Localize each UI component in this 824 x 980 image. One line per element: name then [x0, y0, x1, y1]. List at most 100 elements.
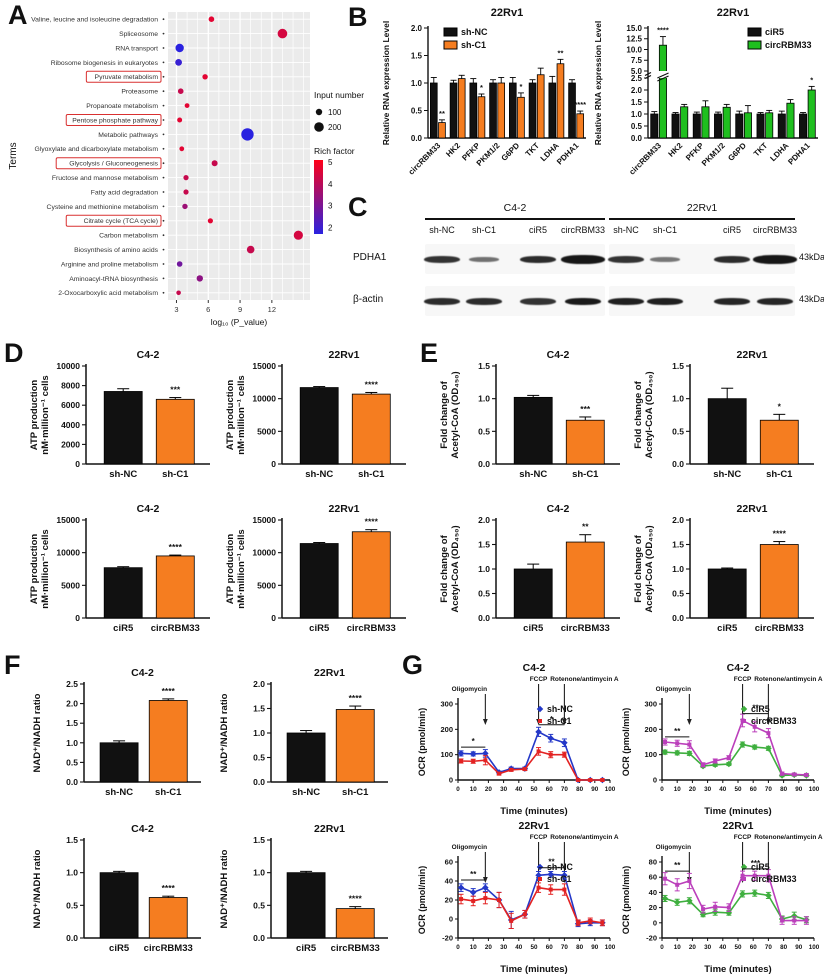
svg-text:Pentose phosphate pathway: Pentose phosphate pathway [72, 117, 158, 124]
svg-text:OCR (pmol/min): OCR (pmol/min) [417, 866, 427, 935]
svg-text:10000: 10000 [252, 394, 276, 404]
svg-text:5000: 5000 [257, 426, 276, 436]
lane-label: ciR5 [528, 225, 547, 235]
svg-text:100: 100 [809, 786, 820, 793]
svg-text:2.5: 2.5 [631, 74, 643, 83]
svg-text:0: 0 [653, 918, 657, 927]
protein-band [469, 256, 499, 262]
svg-text:ciR5: ciR5 [765, 27, 784, 37]
svg-text:ATP production: ATP production [225, 534, 236, 605]
svg-text:100: 100 [440, 750, 453, 759]
svg-text:100: 100 [605, 944, 616, 951]
svg-text:C4-2: C4-2 [131, 823, 154, 835]
panel-label-d: D [4, 338, 24, 368]
lane-label: ciR5 [722, 225, 741, 235]
kegg-bubble-chart: Valine, leucine and isoleucine degradati… [8, 12, 364, 327]
svg-text:60: 60 [546, 786, 554, 793]
svg-text:sh-C1: sh-C1 [461, 40, 486, 50]
svg-text:ATP production: ATP production [29, 534, 40, 605]
atp-bar-chart-22rv1-knockdown: 22Rv1 ATP production nM·million⁻¹ cells 0 50… [225, 349, 406, 480]
protein-band [647, 297, 683, 305]
svg-text:circRBM33: circRBM33 [407, 141, 443, 177]
svg-text:22Rv1: 22Rv1 [717, 7, 749, 19]
svg-text:80: 80 [649, 858, 657, 867]
svg-text:*: * [810, 75, 813, 84]
svg-text:****: **** [365, 379, 379, 389]
svg-text:30: 30 [500, 944, 508, 951]
svg-text:10000: 10000 [56, 548, 80, 558]
svg-text:NAD⁺/NADH ratio: NAD⁺/NADH ratio [32, 849, 43, 928]
svg-text:22Rv1: 22Rv1 [314, 667, 345, 679]
svg-text:Oligomycin: Oligomycin [656, 686, 691, 693]
atp-bar-chart-c42-knockdown: C4-2 ATP production nM·million⁻¹ cells 0 200… [29, 349, 210, 480]
svg-text:G6PD: G6PD [500, 141, 522, 163]
svg-text:sh-C1: sh-C1 [547, 874, 572, 884]
svg-text:70: 70 [765, 944, 773, 951]
svg-text:HK2: HK2 [667, 141, 685, 159]
svg-text:Rotenone/antimycin A: Rotenone/antimycin A [754, 834, 823, 841]
svg-text:0.5: 0.5 [672, 426, 684, 436]
svg-text:ciR5: ciR5 [109, 943, 130, 954]
protein-band [565, 297, 601, 305]
svg-text:70: 70 [765, 786, 773, 793]
svg-text:0.5: 0.5 [478, 426, 490, 436]
svg-text:0: 0 [456, 786, 460, 793]
svg-text:100: 100 [328, 108, 342, 117]
svg-text:50: 50 [734, 944, 742, 951]
svg-text:**: ** [558, 48, 564, 57]
svg-text:sh-NC: sh-NC [519, 469, 547, 480]
svg-text:Time (minutes): Time (minutes) [704, 964, 771, 975]
svg-text:1.0: 1.0 [672, 394, 684, 404]
svg-text:**: ** [439, 109, 445, 118]
svg-text:30: 30 [704, 944, 712, 951]
svg-text:ATP production: ATP production [225, 380, 236, 451]
svg-text:5000: 5000 [257, 580, 276, 590]
svg-text:100: 100 [605, 786, 616, 793]
svg-text:ciR5: ciR5 [296, 943, 317, 954]
svg-text:5.0: 5.0 [631, 67, 643, 76]
svg-text:300: 300 [644, 700, 657, 709]
protein-label: PDHA1 [353, 252, 387, 263]
svg-text:*: * [472, 737, 476, 746]
svg-text:0: 0 [653, 776, 657, 785]
svg-text:Glycolysis / Gluconeogenesis: Glycolysis / Gluconeogenesis [69, 161, 158, 168]
svg-text:0.5: 0.5 [253, 900, 265, 910]
svg-text:0: 0 [271, 459, 276, 469]
svg-text:nM·million⁻¹ cells: nM·million⁻¹ cells [40, 375, 51, 454]
svg-text:sh-NC: sh-NC [547, 704, 574, 714]
svg-text:***: *** [751, 859, 761, 868]
svg-text:ciR5: ciR5 [523, 623, 544, 634]
svg-text:1.0: 1.0 [411, 79, 423, 88]
svg-text:20: 20 [445, 896, 453, 905]
svg-text:4: 4 [328, 180, 333, 189]
svg-text:log₁₀ (P_value): log₁₀ (P_value) [211, 317, 268, 327]
svg-text:7.5: 7.5 [631, 56, 643, 65]
svg-text:3: 3 [174, 305, 178, 314]
svg-text:sh-NC: sh-NC [713, 469, 741, 480]
lane-label: circRBM33 [560, 225, 605, 235]
svg-text:1.0: 1.0 [478, 394, 490, 404]
svg-text:C4-2: C4-2 [523, 662, 546, 674]
svg-text:15.0: 15.0 [626, 24, 642, 33]
svg-text:****: **** [169, 542, 183, 552]
svg-text:Spliceosome: Spliceosome [119, 31, 158, 38]
svg-text:Input number: Input number [314, 90, 364, 100]
svg-text:200: 200 [328, 123, 342, 132]
svg-text:0: 0 [660, 786, 664, 793]
svg-text:0.0: 0.0 [672, 459, 684, 469]
svg-text:****: **** [365, 517, 379, 527]
svg-text:30: 30 [500, 786, 508, 793]
svg-text:200: 200 [644, 725, 657, 734]
svg-text:40: 40 [515, 786, 523, 793]
svg-text:0.0: 0.0 [66, 777, 78, 787]
lane-label: sh-C1 [652, 225, 677, 235]
svg-text:****: **** [349, 693, 363, 703]
svg-text:0.5: 0.5 [672, 589, 684, 599]
svg-text:FCCP: FCCP [734, 834, 752, 841]
panel-label-c: C [348, 192, 368, 222]
svg-text:90: 90 [591, 944, 599, 951]
svg-text:1.0: 1.0 [478, 564, 490, 574]
svg-text:Oligomycin: Oligomycin [656, 844, 691, 851]
svg-text:Relative RNA expression Level: Relative RNA expression Level [593, 21, 603, 145]
svg-text:ciR5: ciR5 [751, 704, 770, 714]
